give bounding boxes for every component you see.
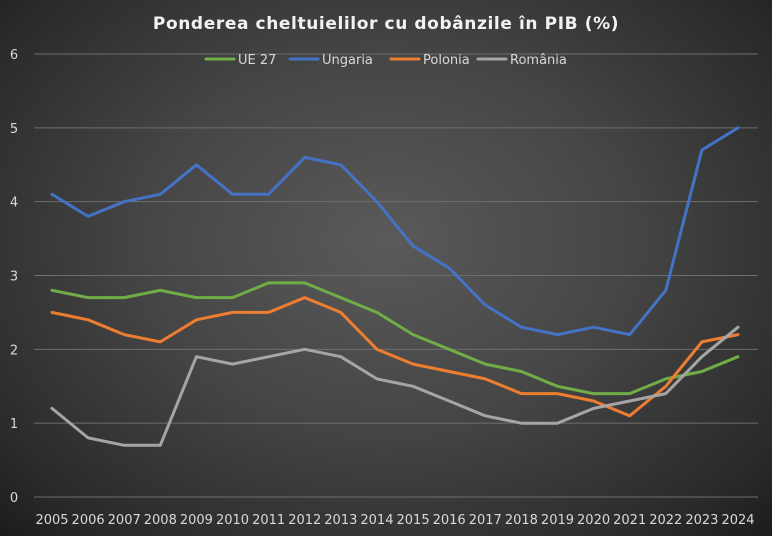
x-tick-label: 2018 [505, 513, 538, 528]
x-tick-label: 2008 [144, 513, 177, 528]
legend-label-ue-27: UE 27 [238, 53, 276, 68]
x-tick-label: 2015 [397, 513, 430, 528]
y-tick-label: 3 [10, 270, 18, 285]
legend: UE 27 Ungaria Polonia România [204, 53, 567, 68]
x-tick-label: 2019 [541, 513, 574, 528]
y-tick-label: 0 [10, 491, 18, 506]
x-tick-label: 2017 [469, 513, 502, 528]
series-lines [50, 126, 740, 447]
x-tick-label: 2013 [324, 513, 357, 528]
series-line-polonia [50, 296, 740, 418]
series-line-ue-27 [50, 281, 740, 396]
x-tick-label: 2006 [72, 513, 105, 528]
x-tick-label: 2024 [721, 513, 754, 528]
legend-label-ungaria: Ungaria [322, 53, 373, 68]
y-tick-label: 2 [10, 343, 18, 358]
x-tick-label: 2012 [288, 513, 321, 528]
x-tick-label: 2021 [613, 513, 646, 528]
legend-label-polonia: Polonia [423, 53, 470, 68]
x-tick-label: 2014 [360, 513, 393, 528]
x-tick-label: 2016 [433, 513, 466, 528]
y-tick-label: 4 [10, 196, 18, 211]
x-tick-label: 2009 [180, 513, 213, 528]
y-tick-label: 5 [10, 122, 18, 137]
gridlines [34, 53, 758, 498]
chart-title: Ponderea cheltuielilor cu dobânzile în P… [153, 14, 619, 34]
x-tick-label: 2010 [216, 513, 249, 528]
y-tick-label: 1 [10, 417, 18, 432]
series-line-rom-nia [50, 325, 740, 447]
legend-label-rom-nia: România [510, 53, 567, 68]
x-tick-label: 2020 [577, 513, 610, 528]
y-axis-ticks: 0 1 2 3 4 5 6 [10, 48, 18, 506]
y-tick-label: 6 [10, 48, 18, 63]
series-line-ungaria [50, 126, 740, 337]
x-tick-label: 2023 [685, 513, 718, 528]
x-tick-label: 2022 [649, 513, 682, 528]
x-tick-label: 2005 [35, 513, 68, 528]
x-axis-ticks: 2005 2006 2007 2008 2009 2010 2011 2012 2013 2014… [35, 513, 754, 528]
x-tick-label: 2011 [252, 513, 285, 528]
x-tick-label: 2007 [108, 513, 141, 528]
